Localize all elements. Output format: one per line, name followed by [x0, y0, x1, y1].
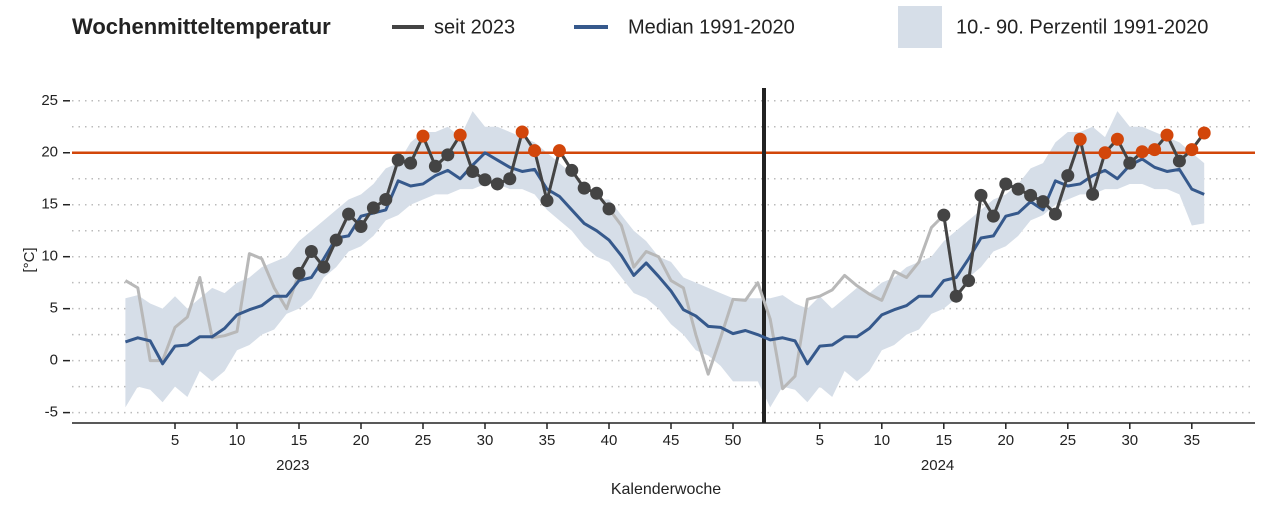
observed-point	[1036, 195, 1050, 209]
median-line	[124, 151, 1205, 366]
y-tick-label: 25	[41, 92, 58, 109]
observed-point	[366, 201, 380, 215]
observed-point	[1011, 182, 1025, 196]
observed-point	[540, 194, 554, 208]
observed-point	[1073, 132, 1087, 146]
observed-point	[1098, 146, 1112, 160]
x-tick-label: 30	[1121, 432, 1138, 449]
observed-point	[292, 266, 306, 280]
observed-point	[1197, 126, 1211, 140]
observed-point	[1024, 188, 1038, 202]
x-tick-label: 25	[415, 432, 432, 449]
observed-point	[391, 153, 405, 167]
observed-point	[1172, 154, 1186, 168]
observed-point	[490, 177, 504, 191]
x-tick-label: 25	[1059, 432, 1076, 449]
y-tick-label: 15	[41, 196, 58, 213]
observed-point	[515, 125, 529, 139]
observed-point	[503, 172, 517, 186]
observed-point	[1123, 156, 1137, 170]
observed-point	[577, 181, 591, 195]
x-tick-label: 10	[873, 432, 890, 449]
legend-label: Median 1991-2020	[628, 16, 795, 38]
x-axis-label: Kalenderwoche	[611, 481, 721, 498]
x-tick-label: 15	[291, 432, 308, 449]
observed-point	[1086, 187, 1100, 201]
observed-point	[428, 159, 442, 173]
x-tick-label: 40	[601, 432, 618, 449]
observed-point	[329, 233, 343, 247]
x-tick-label: 5	[816, 432, 824, 449]
observed-point	[478, 173, 492, 187]
x-tick-label: 5	[171, 432, 179, 449]
y-tick-label: -5	[45, 404, 58, 421]
x-tick-label: 10	[229, 432, 246, 449]
year-label: 2023	[276, 457, 309, 474]
observed-point	[1160, 128, 1174, 142]
observed-point	[949, 289, 963, 303]
observed-point	[1148, 143, 1162, 157]
observed-point	[416, 129, 430, 143]
observed-point	[441, 148, 455, 162]
observed-point	[304, 245, 318, 258]
observed-point	[602, 202, 616, 216]
y-tick-label: 20	[41, 144, 58, 161]
observed-point	[466, 164, 480, 178]
x-tick-label: 20	[997, 432, 1014, 449]
y-tick-label: 10	[41, 248, 58, 265]
x-tick-label: 30	[477, 432, 494, 449]
year-label: 2024	[921, 457, 954, 474]
percentile-band	[125, 111, 1205, 408]
x-tick-label: 45	[663, 432, 680, 449]
observed-point	[999, 177, 1013, 191]
y-tick-label: 5	[50, 300, 58, 317]
observed-point	[528, 144, 542, 158]
observed-point	[354, 220, 368, 234]
observed-point	[1185, 143, 1199, 157]
x-tick-label: 20	[353, 432, 370, 449]
observed-point	[552, 144, 566, 158]
observed-point	[317, 260, 331, 274]
observed-point	[1110, 132, 1124, 146]
x-tick-label: 50	[725, 432, 742, 449]
observed-point	[937, 208, 951, 222]
legend-swatch	[898, 6, 942, 48]
observed-point	[453, 128, 467, 142]
observed-point	[404, 156, 418, 170]
observed-point	[1061, 169, 1075, 183]
legend-label: 10.- 90. Perzentil 1991-2020	[956, 16, 1208, 38]
observed-point	[379, 193, 393, 207]
observed-point	[1048, 207, 1062, 221]
y-axis-label: [°C]	[21, 247, 38, 272]
observed-point	[986, 209, 1000, 223]
x-tick-label: 15	[935, 432, 952, 449]
legend-label: seit 2023	[434, 16, 515, 38]
x-tick-label: 35	[1183, 432, 1200, 449]
observed-point	[590, 186, 604, 200]
observed-highlight-line	[942, 132, 1206, 298]
y-tick-label: 0	[50, 352, 58, 369]
observed-point	[565, 163, 579, 177]
observed-point	[962, 274, 976, 288]
observed-point	[1135, 145, 1149, 159]
x-tick-label: 35	[539, 432, 556, 449]
observed-point	[974, 188, 988, 202]
chart-title: Wochenmitteltemperatur	[72, 14, 331, 39]
observed-point	[342, 207, 356, 221]
